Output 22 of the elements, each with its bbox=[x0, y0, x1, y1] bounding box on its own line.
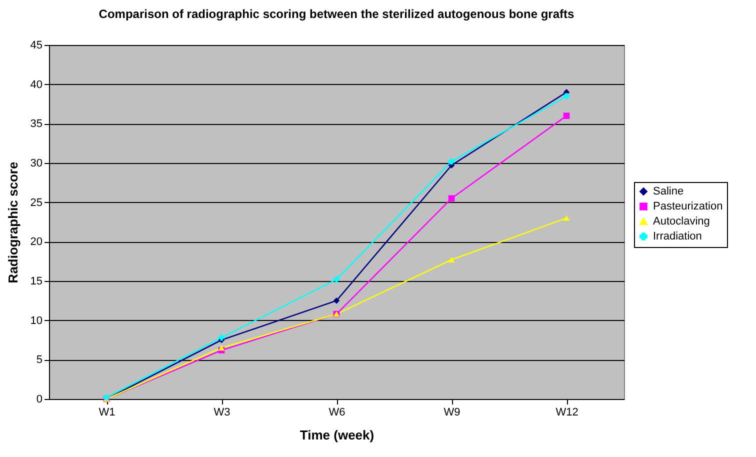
y-tick-label: 25 bbox=[30, 196, 42, 209]
y-tick-label: 30 bbox=[30, 158, 42, 170]
y-tick-label: 10 bbox=[30, 314, 42, 327]
x-axis-title: Time (week) bbox=[300, 428, 374, 442]
y-tick-label: 20 bbox=[30, 236, 42, 248]
x-tick-label: W6 bbox=[328, 406, 346, 418]
chart-title: Comparison of radiographic scoring between the sterilized autogenous bone grafts bbox=[98, 7, 575, 21]
y-tick-label: 40 bbox=[30, 78, 42, 91]
y-tick-label: 45 bbox=[30, 40, 42, 52]
legend-label: Autoclaving bbox=[653, 216, 710, 228]
y-tick-label: 5 bbox=[36, 354, 42, 366]
legend-label: Irradiation bbox=[653, 230, 702, 242]
x-tick-label: W9 bbox=[444, 406, 460, 418]
y-tick-label: 15 bbox=[30, 276, 42, 288]
y-tick-label: 0 bbox=[36, 394, 42, 406]
legend-label: Pasteurization bbox=[653, 200, 723, 212]
x-tick-label: W12 bbox=[556, 406, 578, 418]
x-tick-label: W3 bbox=[214, 406, 230, 418]
legend-label: Saline bbox=[653, 186, 684, 198]
x-tick-label: W1 bbox=[98, 406, 116, 418]
y-axis-title: Radiographic score bbox=[5, 162, 20, 284]
y-tick-label: 35 bbox=[30, 118, 42, 130]
